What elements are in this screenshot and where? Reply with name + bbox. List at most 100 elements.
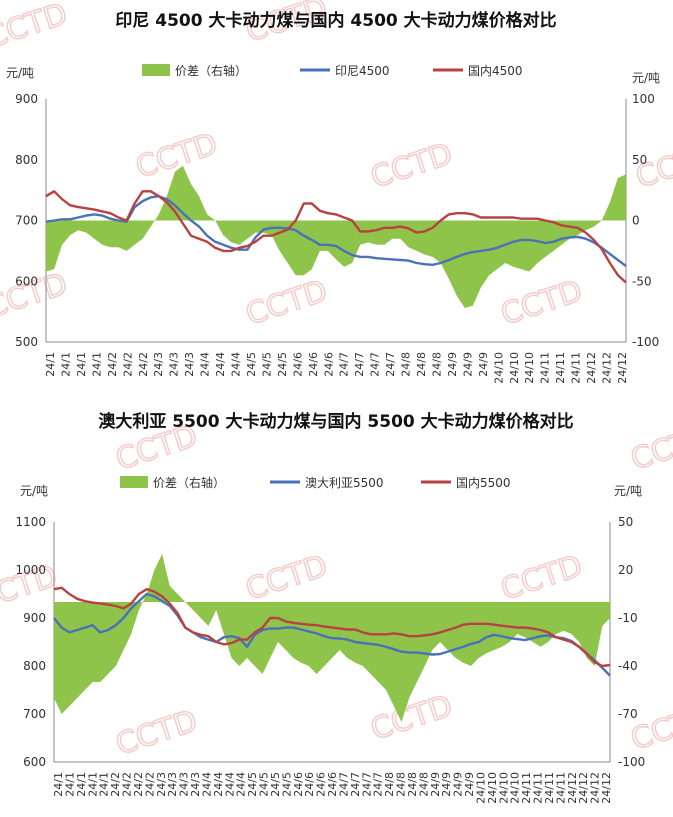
watermark-text: CCTD (497, 274, 587, 333)
import-price-line (45, 194, 627, 268)
x-tick-label: 24/1 (75, 352, 88, 377)
right-tick-label: -50 (632, 274, 652, 288)
left-tick-label: 800 (15, 153, 38, 167)
right-tick-label: -40 (618, 659, 638, 673)
x-tick-label: 24/10 (497, 772, 510, 804)
x-tick-label: 24/6 (315, 772, 328, 797)
chart2-legend-swatch-spread (120, 476, 148, 488)
right-tick-label: 20 (618, 563, 633, 577)
x-tick-label: 24/2 (106, 352, 119, 377)
x-tick-label: 24/10 (474, 772, 487, 804)
x-tick-label: 24/1 (52, 772, 65, 797)
right-tick-label: -70 (618, 707, 638, 721)
x-tick-label: 24/4 (223, 772, 236, 797)
chart1-legend-domestic: 国内4500 (468, 64, 523, 78)
left-tick-label: 800 (23, 659, 46, 673)
x-tick-label: 24/7 (337, 772, 350, 797)
x-tick-label: 24/6 (291, 352, 304, 377)
right-tick-label: -10 (618, 611, 638, 625)
x-tick-label: 24/7 (338, 352, 351, 377)
import-price-line (53, 592, 611, 677)
x-tick-label: 24/1 (98, 772, 111, 797)
x-tick-label: 24/11 (539, 352, 552, 384)
x-tick-label: 24/10 (508, 352, 521, 384)
x-tick-label: 24/7 (353, 352, 366, 377)
x-tick-label: 24/1 (63, 772, 76, 797)
left-tick-label: 1000 (15, 563, 46, 577)
x-tick-label: 24/2 (137, 352, 150, 377)
x-tick-label: 24/11 (543, 772, 556, 804)
x-tick-label: 24/9 (429, 772, 442, 797)
x-tick-label: 24/12 (577, 772, 590, 804)
x-tick-label: 24/7 (384, 352, 397, 377)
watermark-text: CCTD (242, 274, 332, 333)
x-tick-label: 24/11 (532, 772, 545, 804)
x-tick-label: 24/8 (383, 772, 396, 797)
x-tick-label: 24/4 (214, 352, 227, 377)
x-tick-label: 24/12 (566, 772, 579, 804)
x-tick-label: 24/3 (189, 772, 202, 797)
left-tick-label: 900 (23, 611, 46, 625)
x-tick-label: 24/5 (269, 772, 282, 797)
x-tick-label: 24/3 (178, 772, 191, 797)
chart1-legend: 价差（右轴） 印尼4500 国内4500 (142, 63, 523, 78)
x-tick-label: 24/1 (86, 772, 99, 797)
x-tick-label: 24/5 (280, 772, 293, 797)
watermark-text: CCTD (497, 549, 587, 608)
watermark-text: CCTD (112, 704, 202, 763)
x-tick-label: 24/3 (168, 352, 181, 377)
chart2-legend-spread: 价差（右轴） (153, 475, 225, 490)
x-tick-label: 24/2 (121, 772, 134, 797)
chart2-legend-import: 澳大利亚5500 (305, 476, 384, 490)
x-tick-label: 24/11 (570, 352, 583, 384)
x-tick-label: 24/1 (44, 352, 57, 377)
chart2-plot: 1100 1000 900 800 700 600 50 20 -10 -40 -70 -100 24/… (15, 515, 645, 804)
x-tick-label: 24/9 (463, 772, 476, 797)
x-tick-label: 24/8 (400, 352, 413, 377)
x-tick-label: 24/10 (486, 772, 499, 804)
left-tick-label: 900 (15, 92, 38, 106)
chart2-right-unit: 元/吨 (614, 484, 642, 498)
x-tick-label: 24/12 (601, 352, 614, 384)
right-tick-label: -100 (632, 335, 659, 349)
x-tick-label: 24/6 (307, 352, 320, 377)
x-tick-label: 24/5 (260, 352, 273, 377)
x-tick-label: 24/12 (600, 772, 613, 804)
x-tick-label: 24/7 (372, 772, 385, 797)
chart1-right-unit: 元/吨 (632, 71, 660, 85)
x-tick-label: 24/7 (349, 772, 362, 797)
x-tick-label: 24/6 (292, 772, 305, 797)
x-tick-label: 24/4 (230, 352, 243, 377)
right-tick-label: -100 (618, 755, 645, 769)
x-tick-label: 24/2 (143, 772, 156, 797)
x-tick-label: 24/8 (406, 772, 419, 797)
left-tick-label: 700 (15, 214, 38, 228)
x-tick-label: 24/1 (90, 352, 103, 377)
x-tick-label: 24/5 (246, 772, 259, 797)
x-tick-label: 24/7 (360, 772, 373, 797)
left-tick-label: 600 (23, 755, 46, 769)
x-tick-label: 24/9 (440, 772, 453, 797)
x-tick-label: 24/4 (235, 772, 248, 797)
chart1-legend-spread: 价差（右轴） (175, 63, 247, 78)
chart1-legend-import: 印尼4500 (335, 64, 390, 78)
x-tick-label: 24/6 (303, 772, 316, 797)
spread-area (46, 165, 626, 308)
chart2-legend-domestic: 国内5500 (456, 476, 511, 490)
right-tick-label: 50 (618, 515, 633, 529)
x-tick-label: 24/5 (245, 352, 258, 377)
left-tick-label: 600 (15, 274, 38, 288)
x-tick-label: 24/6 (326, 772, 339, 797)
x-tick-label: 24/12 (585, 352, 598, 384)
x-tick-label: 24/3 (152, 352, 165, 377)
chart2-left-unit: 元/吨 (20, 484, 48, 498)
domestic-price-line (53, 586, 611, 668)
x-tick-label: 24/6 (322, 352, 335, 377)
x-tick-label: 24/8 (430, 352, 443, 377)
watermark-text: CCTD (367, 689, 457, 748)
x-tick-label: 24/9 (461, 352, 474, 377)
chart2-title: 澳大利亚 5500 大卡动力煤与国内 5500 大卡动力煤价格对比 (98, 411, 573, 432)
x-tick-label: 24/8 (417, 772, 430, 797)
